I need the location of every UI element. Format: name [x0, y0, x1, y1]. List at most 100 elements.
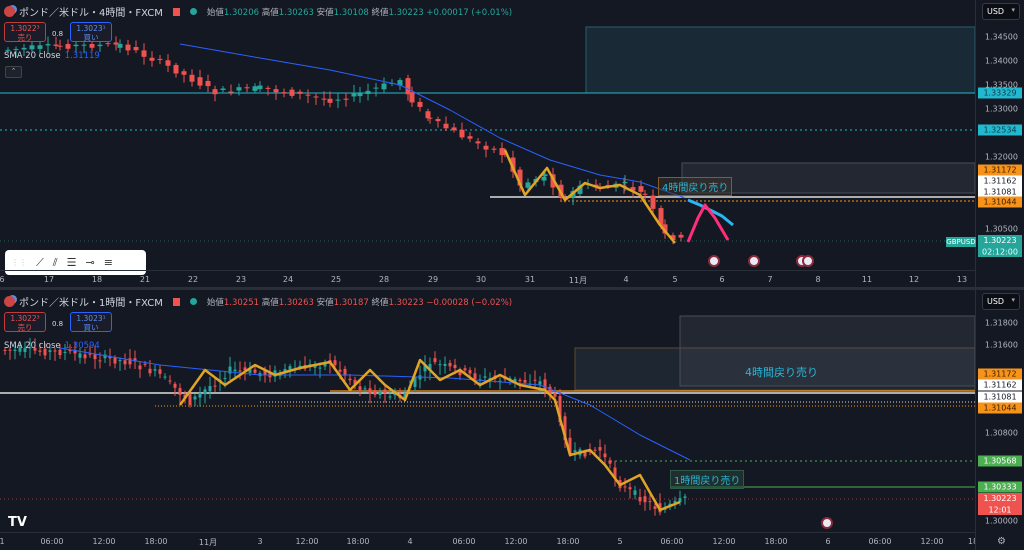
candle-body [37, 45, 43, 49]
chart-canvas-1h[interactable] [0, 290, 975, 530]
chart-pane-4h[interactable]: ポンド／米ドル・4時間・FXCM 始値1.30206 高値1.30263 安値1… [0, 0, 1024, 288]
time-label: 11月 [198, 538, 218, 547]
candle-body [327, 98, 333, 103]
candle-body [383, 389, 387, 394]
time-label: 4 [623, 275, 629, 284]
candle-body [297, 91, 303, 94]
settings-gear-icon[interactable]: ⚙ [997, 536, 1006, 547]
candle-body [313, 364, 317, 368]
flag-icon[interactable] [172, 297, 180, 306]
time-label: 12:00 [295, 537, 319, 546]
parallel-channel-icon[interactable]: ⫽ [52, 255, 58, 269]
chart-canvas-4h[interactable] [0, 0, 975, 270]
currency-select[interactable]: USD ▾ [982, 3, 1020, 20]
candle-body [650, 195, 656, 209]
candle-body [141, 50, 147, 57]
candle-body [475, 141, 481, 144]
candle-body [149, 57, 155, 61]
candle-body [212, 89, 218, 95]
ohlc-values: 始値1.30251 高値1.30263 安値1.30187 終値1.30223 … [206, 297, 513, 308]
symbol-title[interactable]: ポンド／米ドル・4時間・FXCM [19, 8, 163, 19]
candle-body [188, 394, 192, 406]
tradingview-logo[interactable]: TV [8, 515, 27, 530]
time-axis-4h[interactable]: 6 17 18 21 22 23 24 25 28 29 30 31 11月 4 5 6 7 8 11 12 13 [0, 270, 975, 288]
candle-body [165, 60, 171, 66]
candle-body [321, 98, 327, 100]
price-tag: 1.30568 [978, 455, 1022, 467]
sell-button[interactable]: 1.3022³ 売り [4, 22, 46, 42]
trend-line-icon[interactable]: ⟋ [36, 255, 44, 269]
pane-divider[interactable] [0, 287, 1024, 290]
countdown: 12:01 [988, 505, 1012, 515]
buy-button[interactable]: 1.3023¹ 買い [70, 312, 112, 332]
drag-handle-icon[interactable]: ⋮⋮ [11, 258, 27, 267]
time-axis-1h[interactable]: 1 06:00 12:00 18:00 11月 3 12:00 18:00 4 06:00 12:0… [0, 532, 978, 550]
zone-label-4h[interactable]: 4時間戻り売り [658, 177, 733, 196]
candle-body [397, 80, 403, 86]
candle-body [273, 89, 279, 93]
sma-legend[interactable]: SMA 20 close 1.31119 [4, 51, 100, 61]
price-tick: 1.31600 [984, 340, 1018, 350]
candle-body [78, 353, 82, 358]
time-label: 29 [427, 275, 439, 284]
candle-body [253, 369, 257, 373]
candle-body [305, 94, 311, 96]
price-tag: 1.31044 [978, 402, 1022, 414]
candle-body [378, 391, 382, 395]
sma-legend[interactable]: SMA 20 close 1.30594 [4, 341, 100, 351]
zone-label-1h[interactable]: 1時間戻り売り [670, 470, 745, 489]
candle-body [453, 364, 457, 369]
chart-pane-1h[interactable]: ポンド／米ドル・1時間・FXCM 始値1.30251 高値1.30263 安値1… [0, 290, 1024, 550]
collapse-legend-button[interactable]: ⌃ [5, 66, 22, 78]
fib-retracement-icon[interactable]: ☰ [66, 256, 77, 269]
uk-event-icon[interactable] [748, 255, 760, 267]
candle-body [158, 369, 162, 374]
buy-button[interactable]: 1.3023¹ 買い [70, 22, 112, 42]
candle-body [123, 360, 127, 365]
candle-body [81, 44, 87, 46]
candle-body [257, 85, 263, 90]
flag-icon[interactable] [172, 7, 180, 16]
candle-body [236, 87, 242, 91]
candle-body [203, 389, 207, 395]
candle-body [533, 379, 537, 381]
candle-body [517, 169, 523, 186]
candle-body [168, 380, 172, 382]
candle-body [403, 393, 407, 399]
gbpusd-logo-icon [4, 6, 15, 17]
horizontal-ray-icon[interactable]: ⊸ [85, 256, 95, 269]
currency-select[interactable]: USD ▾ [982, 293, 1020, 310]
price-tick: 1.30000 [984, 516, 1018, 526]
us-event-icon[interactable] [802, 255, 814, 267]
price-axis-1h[interactable]: USD ▾ ⚙ 1.31800 1.31600 1.30800 1.30000 1.311… [975, 290, 1024, 550]
candle-body [265, 87, 271, 89]
spread-value: 0.8 [52, 320, 64, 328]
candle-body [443, 123, 449, 129]
time-label: 12 [908, 275, 920, 284]
candle-body [388, 396, 392, 398]
candle-body [670, 235, 676, 241]
time-label: 5 [617, 537, 623, 546]
us-event-icon[interactable] [821, 517, 833, 529]
candle-body [678, 234, 684, 238]
zone-label-4h[interactable]: 4時間戻り売り [745, 366, 818, 379]
candle-body [157, 58, 163, 60]
us-event-icon[interactable] [708, 255, 720, 267]
candle-body [623, 486, 627, 488]
time-label: 11 [861, 275, 873, 284]
price-axis-4h[interactable]: USD ▾ 1.34500 1.34000 1.33500 1.33000 1.32000… [975, 0, 1024, 288]
time-label: 6 [0, 275, 5, 284]
candle-body [409, 92, 415, 103]
candle-body [368, 388, 372, 394]
symbol-title[interactable]: ポンド／米ドル・1時間・FXCM [19, 298, 163, 309]
candle-body [673, 500, 677, 503]
price-tag: 1.31081 [978, 391, 1022, 403]
horizontal-lines-icon[interactable]: ≡ [103, 256, 113, 269]
candle-body [443, 363, 447, 366]
candle-body [58, 349, 62, 356]
price-tick: 1.31800 [984, 318, 1018, 328]
candle-body [223, 377, 227, 379]
candle-body [238, 370, 242, 372]
candle-body [73, 44, 79, 47]
sell-button[interactable]: 1.3022³ 売り [4, 312, 46, 332]
